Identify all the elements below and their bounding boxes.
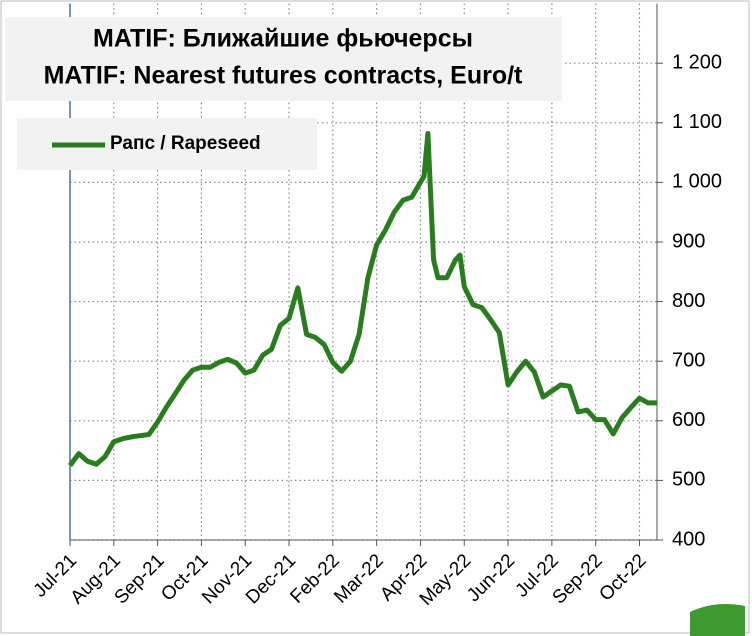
x-tick-label: Sep-21: [111, 550, 169, 608]
x-tick-label: Mar-22: [330, 550, 387, 607]
y-tick-label: 700: [672, 349, 705, 371]
title-box: [5, 17, 562, 101]
chart-title: MATIF: Ближайшие фьючерсы: [93, 25, 473, 53]
x-tick-label: Dec-21: [242, 550, 300, 608]
x-tick-label: Jun-22: [463, 550, 519, 606]
chart-subtitle: MATIF: Nearest futures contracts, Euro/t: [44, 62, 523, 90]
logo: [690, 604, 745, 636]
y-tick-label: 800: [672, 290, 705, 312]
x-tick-label: Oct-22: [595, 550, 650, 605]
y-tick-label: 1 200: [672, 51, 722, 73]
legend-label: Рапс / Rapeseed: [110, 133, 261, 154]
y-tick-label: 900: [672, 230, 705, 252]
y-tick-label: 400: [672, 528, 705, 550]
line-series: [67, 131, 657, 467]
y-tick-label: 1 000: [672, 171, 722, 193]
y-tick-label: 1 100: [672, 111, 722, 133]
x-tick-label: Sep-22: [549, 550, 607, 608]
y-tick-label: 500: [672, 469, 705, 491]
y-tick-label: 600: [672, 409, 705, 431]
